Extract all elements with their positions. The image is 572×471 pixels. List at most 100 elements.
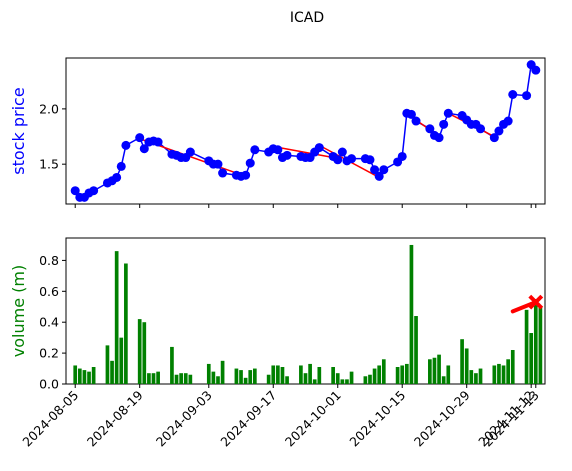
volume-bar <box>174 374 179 384</box>
price-series-line <box>74 62 537 199</box>
volume-bar <box>156 371 160 384</box>
price-point <box>374 171 384 181</box>
volume-bar <box>124 263 128 384</box>
volume-bar <box>87 371 91 384</box>
price-point <box>112 172 122 182</box>
volume-bar <box>335 373 340 384</box>
volume-xtick-label: 2024-09-17 <box>217 388 279 450</box>
volume-bar <box>105 345 110 384</box>
volume-bar <box>91 367 96 384</box>
volume-bar <box>119 337 124 384</box>
price-point <box>365 155 375 165</box>
price-point <box>425 124 435 134</box>
volume-bar <box>188 374 193 384</box>
price-point <box>139 144 149 154</box>
volume-ytick-label: 0.4 <box>39 315 59 330</box>
volume-xtick-label: 2024-10-15 <box>346 388 408 450</box>
chart-title: ICAD <box>290 10 324 26</box>
volume-xtick-label: 2024-10-29 <box>411 387 473 449</box>
price-point <box>185 147 195 157</box>
price-point <box>443 108 453 118</box>
volume-ytick-label: 0.0 <box>39 377 59 392</box>
price-point <box>347 154 357 164</box>
price-point <box>218 168 228 178</box>
volume-bar <box>533 299 538 384</box>
price-point <box>153 137 163 147</box>
price-point <box>89 186 99 196</box>
volume-bar <box>349 371 354 384</box>
price-ytick-label: 2.0 <box>39 101 59 116</box>
volume-bar <box>285 376 289 384</box>
price-trend-line <box>273 145 334 159</box>
volume-bar <box>243 377 248 384</box>
volume-bar <box>345 379 349 384</box>
price-point <box>314 143 324 153</box>
volume-bar <box>510 350 515 384</box>
volume-bar <box>179 373 183 384</box>
volume-bar <box>73 365 78 384</box>
volume-bar <box>368 374 372 384</box>
volume-bar <box>474 373 478 384</box>
volume-bar <box>147 373 151 384</box>
price-point <box>522 91 532 101</box>
volume-ylabel: volume (m) <box>9 265 28 357</box>
volume-xtick-label: 2024-08-19 <box>84 387 146 449</box>
volume-bar <box>492 365 497 384</box>
volume-bar <box>506 359 510 384</box>
volume-bar <box>377 365 382 384</box>
volume-ytick-label: 0.6 <box>39 284 59 299</box>
volume-bar <box>460 339 464 384</box>
volume-xtick-label: 2024-11-13 <box>480 388 542 450</box>
volume-bar <box>252 368 257 384</box>
volume-bar <box>404 363 409 384</box>
volume-bar <box>303 373 308 384</box>
price-point <box>213 159 223 169</box>
price-point <box>406 109 416 119</box>
price-point <box>476 124 486 134</box>
volume-bar <box>414 316 418 384</box>
volume-bar <box>524 309 529 384</box>
volume-bar <box>312 379 317 384</box>
volume-bar <box>183 373 188 384</box>
price-point <box>245 158 255 168</box>
price-point <box>411 116 421 126</box>
volume-bar <box>142 322 147 384</box>
price-point <box>250 145 260 155</box>
volume-bar <box>464 348 469 384</box>
price-point <box>379 165 389 175</box>
volume-bar <box>372 368 377 384</box>
volume-bar <box>432 357 437 384</box>
volume-bar <box>446 365 451 384</box>
volume-bar <box>114 251 119 384</box>
volume-bar <box>437 354 441 384</box>
price-point <box>121 140 131 150</box>
volume-x-marker <box>528 294 544 310</box>
price-ytick-label: 1.5 <box>39 157 59 172</box>
price-point <box>494 126 504 136</box>
price-point <box>273 145 283 155</box>
volume-bar <box>110 360 114 384</box>
volume-bar <box>211 371 216 384</box>
price-point <box>434 133 444 143</box>
volume-bar <box>137 319 142 384</box>
price-point <box>333 155 343 165</box>
volume-bar <box>234 368 239 384</box>
price-point <box>370 165 380 175</box>
volume-bar <box>206 363 211 384</box>
volume-bar <box>441 376 446 384</box>
volume-bar <box>381 359 386 384</box>
price-point <box>397 151 407 161</box>
price-point <box>439 119 449 129</box>
volume-bar <box>409 244 414 384</box>
volume-bar <box>82 370 87 384</box>
price-point <box>508 90 518 99</box>
price-point <box>531 65 541 75</box>
volume-bar <box>248 370 253 384</box>
price-panel: 1.5 2.0 stock price <box>9 57 546 208</box>
volume-bar <box>331 367 335 384</box>
volume-bar <box>216 376 220 384</box>
volume-bar <box>170 346 174 384</box>
volume-xtick-label: 2024-09-03 <box>153 388 215 450</box>
